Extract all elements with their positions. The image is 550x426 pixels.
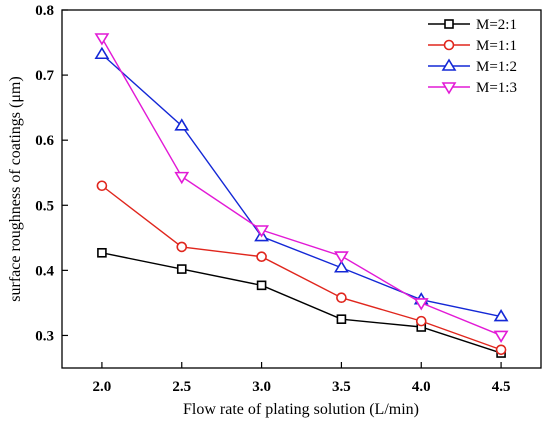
axis-ticks: 2.0 2.5 3.0 3.5 4.0 4.5 0.3 0.4 0.5 0.6 0.7 0.8 [35,3,510,395]
series-layer [94,33,509,358]
legend: M=2:1 M=1:1 M=1:2 M=1:3 [428,17,517,96]
data-point [415,315,427,327]
series-M=2:1 [97,247,506,358]
data-point [493,330,509,344]
data-point [334,251,349,264]
x-tick-label: 3.0 [252,379,271,395]
data-point [256,251,267,262]
series-line [101,185,502,351]
series-M=1:3 [94,33,509,344]
data-point [256,280,267,291]
data-point [493,309,509,322]
legend-item: M=1:2 [428,58,517,75]
legend-label: M=2:1 [476,17,517,33]
legend-item: M=2:1 [428,17,517,33]
y-tick-label: 0.7 [35,68,54,84]
data-point [336,292,347,304]
x-tick-label: 2.5 [172,379,191,395]
y-tick-label: 0.5 [35,198,54,214]
legend-label: M=1:1 [476,38,517,54]
data-point [413,298,429,311]
x-axis-label: Flow rate of plating solution (L/min) [183,401,419,418]
data-point [336,314,347,324]
series-line [101,37,502,337]
x-tick-label: 4.0 [412,379,431,395]
data-point [176,241,188,253]
y-tick-label: 0.6 [35,133,54,149]
data-point [96,180,108,192]
y-axis-label: surface roughness of coatings (μm) [7,76,24,301]
data-point [495,344,507,356]
data-point [174,118,190,131]
plot-frame [61,9,542,369]
series-M=1:2 [94,46,509,322]
legend-label: M=1:3 [476,80,517,96]
data-point [174,171,190,185]
data-point [94,46,110,60]
data-point [254,225,269,238]
data-point [176,264,187,274]
legend-marker [441,58,457,71]
series-M=1:1 [96,180,507,356]
y-tick-label: 0.8 [35,3,54,19]
x-tick-label: 2.0 [93,379,112,395]
series-line [101,53,502,318]
series-line [101,252,502,354]
legend-marker [444,19,454,29]
legend-label: M=1:2 [476,59,517,75]
y-tick-label: 0.4 [35,263,54,279]
legend-item: M=1:1 [428,38,517,54]
legend-marker [443,39,455,51]
x-tick-label: 4.5 [492,379,511,395]
x-tick-label: 3.5 [332,379,351,395]
y-tick-label: 0.3 [35,328,54,344]
data-point [97,247,107,258]
legend-item: M=1:3 [428,80,517,96]
data-point [334,260,349,273]
legend-marker [441,82,457,95]
data-point [94,33,110,46]
